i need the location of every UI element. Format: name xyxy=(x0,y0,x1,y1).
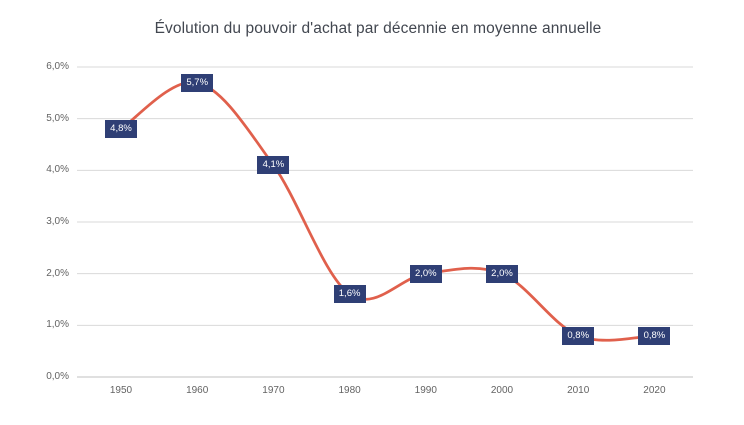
data-label: 0,8% xyxy=(638,326,671,345)
data-label: 4,8% xyxy=(105,120,137,138)
x-tick-label: 1990 xyxy=(414,385,437,396)
y-tick-label: 0,0% xyxy=(46,371,69,382)
x-tick-label: 1950 xyxy=(109,385,133,396)
data-label: 5,7% xyxy=(181,73,214,92)
y-tick-label: 3,0% xyxy=(46,216,69,227)
y-tick-label: 5,0% xyxy=(46,112,69,124)
data-label: 2,0% xyxy=(486,264,518,283)
x-tick-label: 1970 xyxy=(262,385,285,396)
series-line xyxy=(119,80,656,342)
data-label: 1,6% xyxy=(333,285,366,304)
x-tick-label: 2020 xyxy=(643,385,666,396)
y-tick-label: 4,0% xyxy=(46,164,69,176)
x-tick-label: 2000 xyxy=(490,385,514,396)
y-tick-label: 6,0% xyxy=(46,61,69,72)
y-tick-label: 2,0% xyxy=(46,267,69,279)
x-tick-label: 2010 xyxy=(567,385,590,396)
x-tick-label: 1980 xyxy=(338,385,361,396)
y-tick-label: 1,0% xyxy=(46,319,69,331)
data-label: 4,1% xyxy=(257,156,290,175)
data-label: 0,8% xyxy=(562,326,595,345)
chart-title: Évolution du pouvoir d'achat par décenni… xyxy=(154,20,602,37)
data-label: 2,0% xyxy=(409,264,442,283)
x-tick-label: 1960 xyxy=(186,385,209,396)
